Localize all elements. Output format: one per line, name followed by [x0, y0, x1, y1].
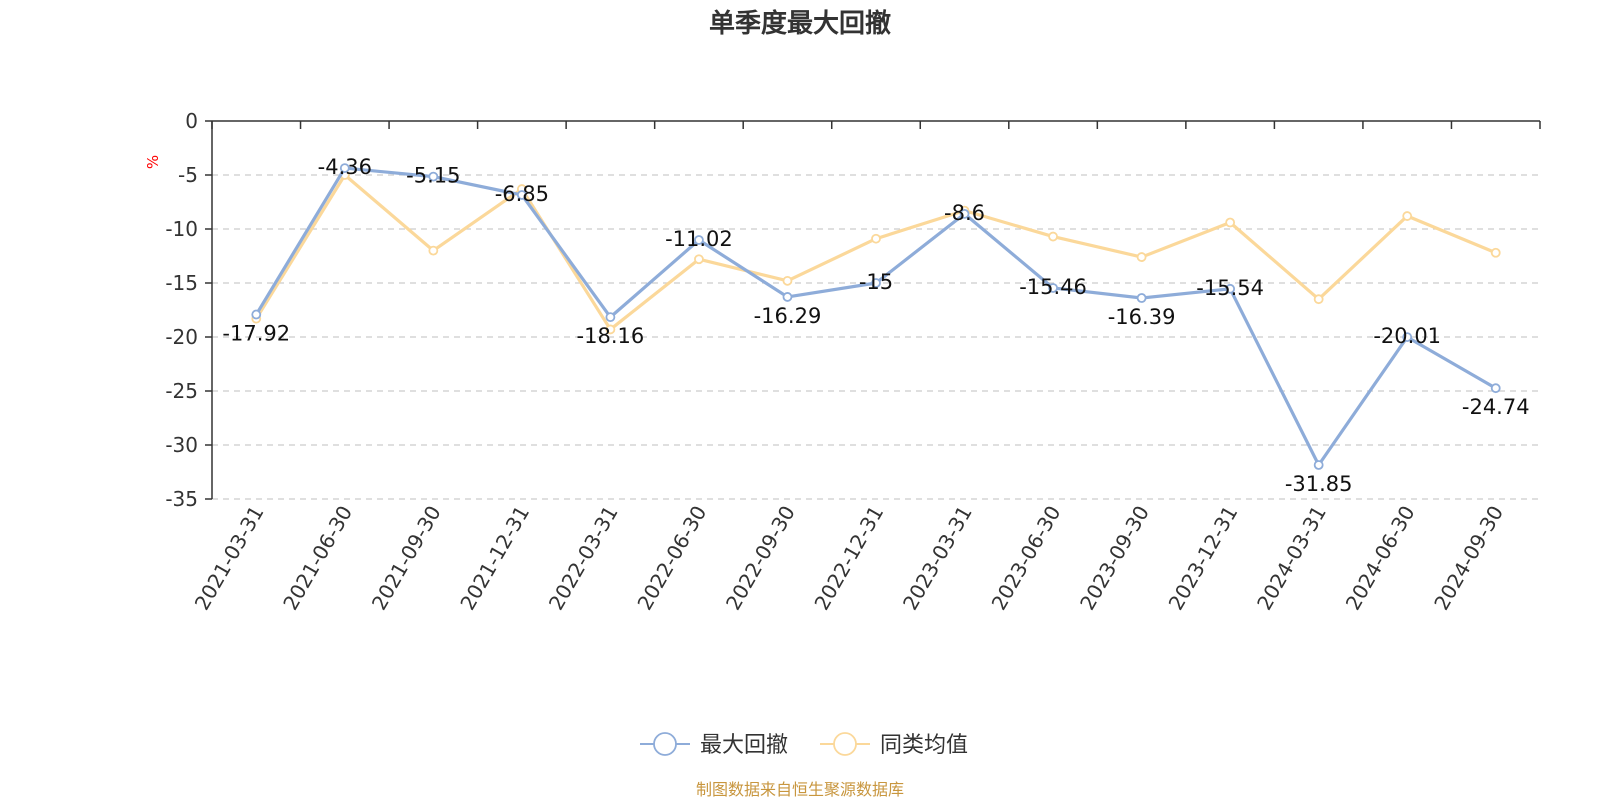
x-tick-label: 2023-03-31 [898, 502, 977, 615]
x-tick-label: 2022-12-31 [809, 502, 888, 615]
y-tick-label: -30 [165, 433, 198, 457]
x-tick-label: 2023-06-30 [986, 502, 1065, 615]
data-point [428, 171, 439, 182]
y-tick-label: -5 [178, 163, 198, 187]
data-label: -16.39 [1108, 305, 1176, 329]
data-point [1490, 247, 1501, 258]
x-tick-label: 2022-09-30 [721, 502, 800, 615]
data-point [1402, 332, 1413, 343]
data-point [605, 312, 616, 323]
legend-label: 同类均值 [880, 733, 968, 758]
data-label: -20.01 [1373, 324, 1441, 348]
data-point [428, 245, 439, 256]
legend-marker [833, 732, 857, 756]
data-point [1490, 383, 1501, 394]
y-tick-label: 0 [185, 109, 198, 133]
data-label: -4.36 [318, 155, 372, 179]
legend-item-0[interactable]: 最大回撤 [640, 732, 788, 758]
data-label: -11.02 [665, 227, 733, 251]
data-source-note: 制图数据来自恒生聚源数据库 [696, 780, 904, 799]
series-lines [251, 163, 1501, 470]
legend-marker [653, 732, 677, 756]
data-label: -8.6 [944, 201, 985, 225]
data-label: -15.46 [1019, 275, 1087, 299]
x-tick-label: 2024-06-30 [1341, 502, 1420, 615]
data-point [1313, 460, 1324, 470]
data-point [1225, 217, 1236, 228]
y-tick-label: -15 [165, 271, 198, 295]
data-label: -17.92 [222, 322, 290, 346]
y-axis-unit-label: % [144, 155, 162, 169]
series-line-1 [254, 173, 1497, 332]
chart-title: 单季度最大回撤 [709, 8, 891, 39]
data-point [251, 309, 262, 320]
data-point [1313, 294, 1324, 305]
legend-item-1[interactable]: 同类均值 [820, 732, 968, 758]
data-point [1402, 211, 1413, 221]
data-point [871, 233, 881, 244]
x-tick-label: 2021-12-31 [455, 502, 534, 615]
x-tick-label: 2021-06-30 [278, 502, 357, 615]
data-point [516, 190, 527, 200]
x-tick-label: 2024-09-30 [1429, 502, 1508, 615]
data-point [605, 324, 616, 335]
data-point [1048, 283, 1058, 293]
y-tick-label: -10 [165, 217, 198, 241]
x-tick-label: 2022-06-30 [632, 502, 711, 615]
data-label: -6.85 [495, 182, 549, 206]
grid-lines [212, 174, 1540, 500]
data-point [694, 254, 704, 265]
data-point [871, 278, 881, 288]
data-point [1225, 283, 1236, 294]
data-point [1136, 252, 1147, 262]
data-point [782, 292, 793, 302]
series-line-0 [254, 166, 1497, 467]
data-label: -24.74 [1462, 395, 1530, 419]
y-tick-label: -25 [165, 379, 198, 403]
legend-label: 最大回撤 [700, 733, 788, 758]
data-labels: -17.92 -4.36 -5.15 -6.85 -18.16 -11.02 -16.29 -… [222, 155, 1529, 496]
data-label: -16.29 [754, 304, 822, 328]
data-label: -15.54 [1196, 276, 1264, 300]
y-tick-label: -20 [165, 325, 198, 349]
x-tick-label: 2021-09-30 [367, 502, 446, 615]
x-tick-label: 2021-03-31 [190, 502, 269, 615]
x-tick-label: 2023-09-30 [1075, 502, 1154, 615]
data-label: -31.85 [1285, 472, 1353, 496]
data-point [339, 163, 350, 173]
legend: 最大回撤 同类均值 [640, 732, 968, 758]
data-point [1048, 231, 1058, 242]
data-label: -5.15 [406, 164, 460, 188]
y-tick-label: -35 [165, 487, 198, 511]
x-tick-label: 2024-03-31 [1252, 502, 1331, 615]
data-label: -15 [859, 270, 893, 294]
data-point [694, 235, 704, 245]
data-label: -18.16 [577, 324, 645, 348]
data-point [1136, 293, 1147, 303]
data-point [959, 208, 970, 219]
x-tick-label: 2022-03-31 [544, 502, 623, 615]
data-point [782, 275, 793, 286]
x-tick-label: 2023-12-31 [1164, 502, 1243, 615]
